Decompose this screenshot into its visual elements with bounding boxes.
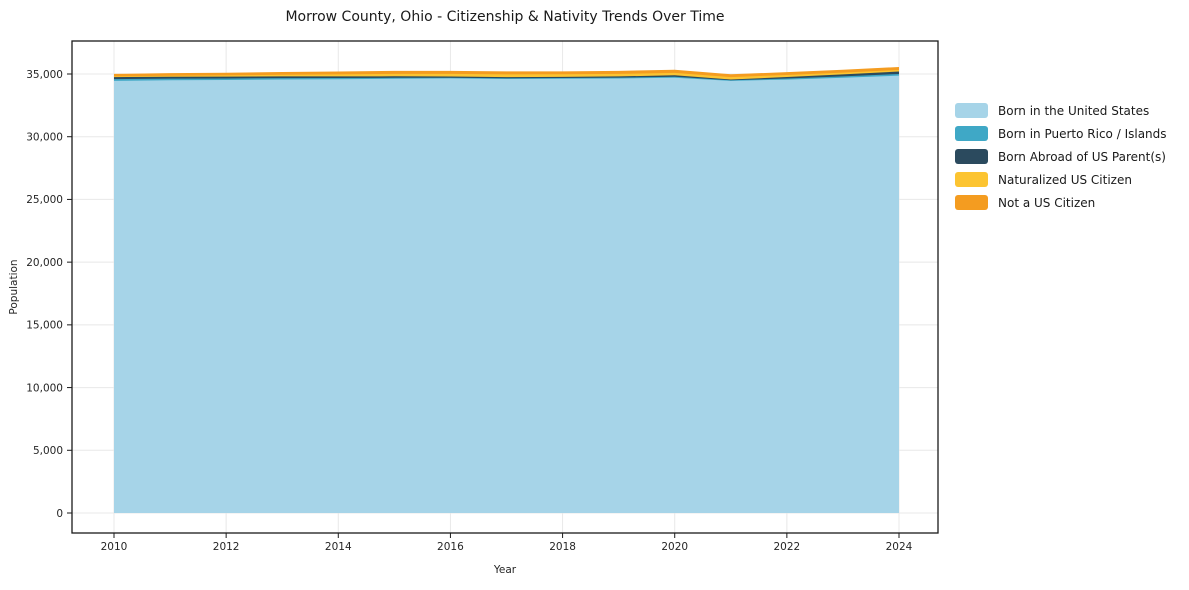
legend: Born in the United States Born in Puerto … [955,103,1167,218]
area-born-in-the-united-states [114,75,899,513]
legend-item-born-in-puerto-rico-islands: Born in Puerto Rico / Islands [955,126,1167,141]
ytick-label-25000: 25,000 [26,194,63,206]
plot-border [71,40,939,534]
ytick-label-5000: 5,000 [33,445,63,457]
xtick-label-2018: 2018 [549,541,576,553]
legend-swatch-born-abroad-of-us-parent-s [955,149,988,164]
legend-item-born-in-the-united-states: Born in the United States [955,103,1167,118]
xtick-label-2010: 2010 [101,541,128,553]
xtick-label-2012: 2012 [213,541,240,553]
legend-label: Naturalized US Citizen [998,172,1132,187]
legend-swatch-born-in-puerto-rico-islands [955,126,988,141]
legend-swatch-not-a-us-citizen [955,195,988,210]
ytick-label-15000: 15,000 [26,320,63,332]
xtick-label-2020: 2020 [661,541,688,553]
legend-label: Born in Puerto Rico / Islands [998,126,1167,141]
chart-title: Morrow County, Ohio - Citizenship & Nati… [285,9,725,25]
xtick-label-2022: 2022 [773,541,800,553]
legend-item-not-a-us-citizen: Not a US Citizen [955,195,1167,210]
ytick-label-20000: 20,000 [26,257,63,269]
legend-item-born-abroad-of-us-parent-s: Born Abroad of US Parent(s) [955,149,1167,164]
ytick-label-0: 0 [56,508,63,520]
legend-label: Born Abroad of US Parent(s) [998,149,1166,164]
y-axis-label: Population [8,259,20,315]
ytick-label-30000: 30,000 [26,132,63,144]
ytick-label-35000: 35,000 [26,69,63,81]
legend-swatch-naturalized-us-citizen [955,172,988,187]
xtick-label-2016: 2016 [437,541,464,553]
x-axis-label: Year [493,564,517,576]
xtick-label-2024: 2024 [886,541,913,553]
ytick-label-10000: 10,000 [26,382,63,394]
xtick-label-2014: 2014 [325,541,352,553]
legend-swatch-born-in-the-united-states [955,103,988,118]
legend-item-naturalized-us-citizen: Naturalized US Citizen [955,172,1167,187]
legend-label: Not a US Citizen [998,195,1096,210]
legend-label: Born in the United States [998,103,1150,118]
